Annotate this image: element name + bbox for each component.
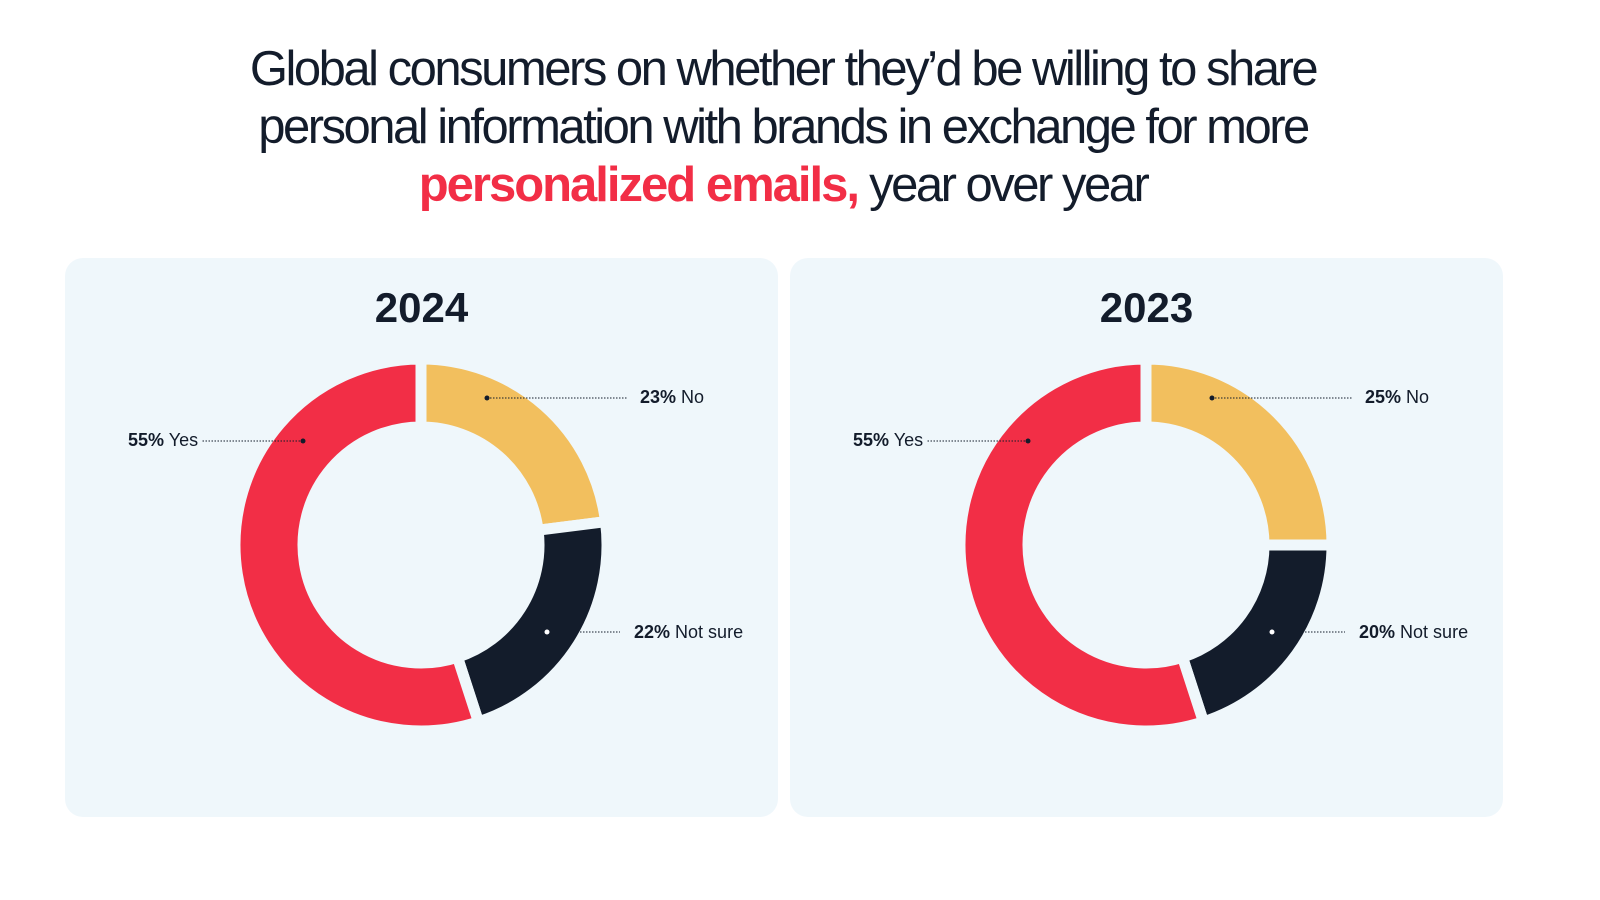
label-name: Not sure xyxy=(675,622,744,642)
donut-chart xyxy=(926,353,1352,737)
leader-dot-yes xyxy=(300,438,306,444)
label-pct: 23% xyxy=(640,387,677,407)
leader-dot-not-sure xyxy=(544,629,550,635)
title-line-3-rest: year over year xyxy=(858,158,1150,212)
slice-yes xyxy=(229,353,486,737)
label-name: No xyxy=(681,387,705,407)
leader-dot-no xyxy=(1209,395,1215,401)
label-pct: 55% xyxy=(853,430,890,450)
slice-not-sure xyxy=(1175,539,1338,729)
label-pct: 20% xyxy=(1359,622,1396,642)
leader-dot-yes xyxy=(1025,438,1031,444)
panel-2023: 2023 25% No 20% Not sure 55% Yes xyxy=(790,258,1503,817)
panel-2024: 2024 23% No 22% Not sure 55% Yes xyxy=(65,258,778,817)
leader-dot-not-sure xyxy=(1269,629,1275,635)
label-name: No xyxy=(1406,387,1430,407)
label-pct: 55% xyxy=(128,430,165,450)
slice-yes xyxy=(954,353,1211,737)
slice-not-sure xyxy=(450,515,613,729)
chart-title: Global consumers on whether they’d be wi… xyxy=(0,40,1566,214)
title-line-3: personalized emails, year over year xyxy=(0,156,1566,214)
title-line-2: personal information with brands in exch… xyxy=(258,100,1310,154)
leader-dot-no xyxy=(484,395,490,401)
label-pct: 25% xyxy=(1365,387,1402,407)
label-yes: 55% Yes xyxy=(853,430,923,450)
year-label: 2024 xyxy=(374,284,469,331)
label-name: Not sure xyxy=(1400,622,1469,642)
slice-no xyxy=(415,353,612,537)
label-name: Yes xyxy=(168,430,199,450)
label-yes: 55% Yes xyxy=(128,430,198,450)
title-line-1: Global consumers on whether they’d be wi… xyxy=(249,42,1319,96)
title-highlight: personalized emails, xyxy=(418,158,860,212)
label-no: 25% No xyxy=(1365,387,1429,407)
label-pct: 22% xyxy=(634,622,671,642)
label-no: 23% No xyxy=(640,387,704,407)
year-label: 2023 xyxy=(1099,284,1194,331)
label-not-sure: 22% Not sure xyxy=(634,622,743,642)
label-name: Yes xyxy=(893,430,924,450)
donut-chart xyxy=(201,353,627,737)
label-not-sure: 20% Not sure xyxy=(1359,622,1468,642)
slice-no xyxy=(1140,353,1338,551)
